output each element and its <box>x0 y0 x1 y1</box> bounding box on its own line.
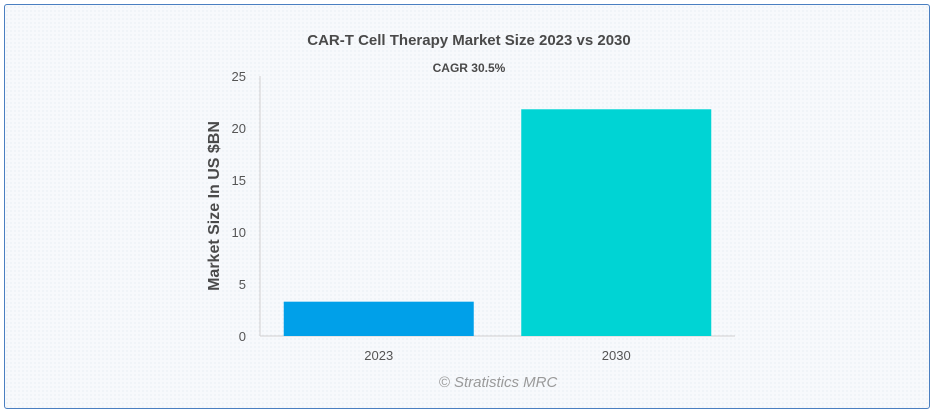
y-tick-label: 15 <box>232 173 246 188</box>
y-tick-label: 0 <box>239 329 246 344</box>
y-axis-label: Market Size In US $BN <box>206 121 223 291</box>
chart-subtitle: CAGR 30.5% <box>433 61 506 75</box>
y-tick-label: 20 <box>232 121 246 136</box>
y-axis-ticks: 0 5 10 15 20 25 <box>232 69 246 344</box>
x-tick-label: 2030 <box>602 348 631 363</box>
chart-title: CAR-T Cell Therapy Market Size 2023 vs 2… <box>307 32 630 49</box>
bar-2030 <box>521 109 712 336</box>
y-tick-label: 25 <box>232 69 246 84</box>
bars <box>283 109 712 336</box>
x-tick-label: 2023 <box>364 348 393 363</box>
y-tick-label: 10 <box>232 225 246 240</box>
y-tick-label: 5 <box>239 277 246 292</box>
bar-2023 <box>283 301 474 336</box>
watermark-text: © Stratistics MRC <box>439 374 558 391</box>
x-axis-ticks: 2023 2030 <box>364 348 630 363</box>
chart-frame <box>4 4 930 409</box>
